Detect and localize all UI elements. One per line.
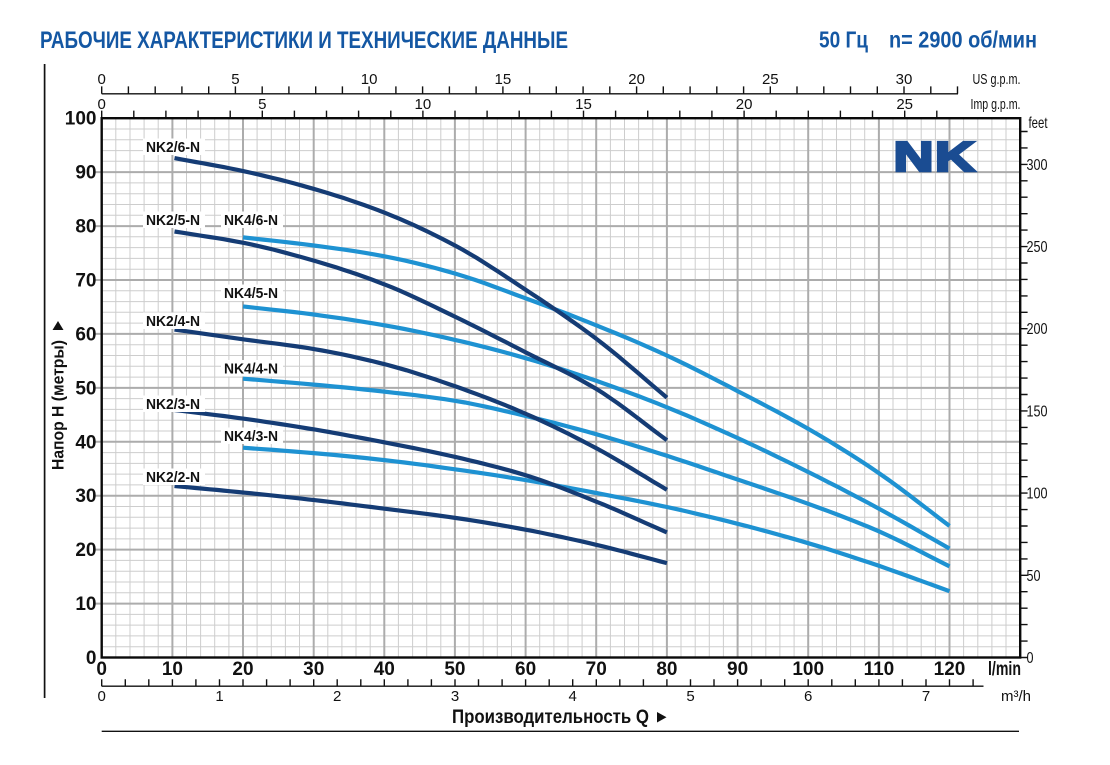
svg-text:0: 0 xyxy=(98,96,106,113)
svg-text:25: 25 xyxy=(762,71,779,88)
svg-text:70: 70 xyxy=(75,271,96,292)
svg-text:30: 30 xyxy=(896,71,913,88)
svg-text:0: 0 xyxy=(98,71,106,88)
svg-text:30: 30 xyxy=(75,486,96,507)
svg-text:0: 0 xyxy=(86,648,97,669)
svg-text:10: 10 xyxy=(415,96,432,113)
svg-text:25: 25 xyxy=(896,96,913,113)
svg-text:m³/h: m³/h xyxy=(1001,688,1031,705)
svg-text:15: 15 xyxy=(495,71,512,88)
svg-text:4: 4 xyxy=(569,688,577,705)
svg-text:5: 5 xyxy=(258,96,266,113)
svg-text:7: 7 xyxy=(922,688,930,705)
svg-text:100: 100 xyxy=(65,109,97,130)
svg-text:90: 90 xyxy=(75,163,96,184)
svg-text:50 Гц: 50 Гц xyxy=(819,27,868,53)
svg-text:10: 10 xyxy=(162,659,183,680)
svg-text:40: 40 xyxy=(75,432,96,453)
svg-text:3: 3 xyxy=(451,688,459,705)
svg-text:0: 0 xyxy=(1027,650,1034,667)
svg-text:6: 6 xyxy=(804,688,812,705)
svg-text:100: 100 xyxy=(792,659,824,680)
svg-text:20: 20 xyxy=(232,659,253,680)
svg-text:US g.p.m.: US g.p.m. xyxy=(973,71,1021,88)
svg-text:NK2/4-N: NK2/4-N xyxy=(146,313,200,330)
svg-text:2: 2 xyxy=(333,688,341,705)
svg-text:80: 80 xyxy=(656,659,677,680)
svg-text:5: 5 xyxy=(231,71,239,88)
svg-text:20: 20 xyxy=(628,71,645,88)
svg-text:NK4/3-N: NK4/3-N xyxy=(224,428,278,445)
svg-text:NK: NK xyxy=(894,133,977,180)
svg-text:150: 150 xyxy=(1027,403,1048,420)
svg-text:NK2/5-N: NK2/5-N xyxy=(146,212,200,229)
svg-text:10: 10 xyxy=(75,594,96,615)
svg-text:NK2/3-N: NK2/3-N xyxy=(146,396,200,413)
svg-text:120: 120 xyxy=(934,659,966,680)
svg-text:NK4/4-N: NK4/4-N xyxy=(224,361,278,378)
svg-text:20: 20 xyxy=(75,540,96,561)
svg-text:5: 5 xyxy=(686,688,694,705)
svg-text:1: 1 xyxy=(215,688,223,705)
svg-text:60: 60 xyxy=(75,324,96,345)
svg-text:250: 250 xyxy=(1027,239,1048,256)
svg-text:50: 50 xyxy=(1027,568,1041,585)
svg-text:l/min: l/min xyxy=(988,659,1021,680)
svg-text:NK4/5-N: NK4/5-N xyxy=(224,285,278,302)
svg-text:0: 0 xyxy=(96,659,107,680)
svg-text:Напор Н (метры): Напор Н (метры) xyxy=(49,340,68,470)
svg-text:80: 80 xyxy=(75,217,96,238)
svg-text:Imp g.p.m.: Imp g.p.m. xyxy=(971,96,1021,113)
svg-text:40: 40 xyxy=(374,659,395,680)
svg-text:NK2/6-N: NK2/6-N xyxy=(146,139,200,156)
svg-text:NK2/2-N: NK2/2-N xyxy=(146,469,200,486)
svg-text:50: 50 xyxy=(75,378,96,399)
svg-text:30: 30 xyxy=(303,659,324,680)
svg-text:100: 100 xyxy=(1027,486,1048,503)
svg-text:10: 10 xyxy=(361,71,378,88)
svg-text:70: 70 xyxy=(586,659,607,680)
svg-text:50: 50 xyxy=(444,659,465,680)
svg-text:n= 2900 об/мин: n= 2900 об/мин xyxy=(889,27,1037,53)
svg-text:60: 60 xyxy=(515,659,536,680)
svg-text:90: 90 xyxy=(727,659,748,680)
svg-text:15: 15 xyxy=(575,96,592,113)
svg-text:Производительность Q: Производительность Q xyxy=(452,707,649,728)
svg-text:110: 110 xyxy=(864,659,895,680)
svg-text:300: 300 xyxy=(1027,157,1048,174)
svg-text:NK4/6-N: NK4/6-N xyxy=(224,212,278,229)
svg-text:feet: feet xyxy=(1029,115,1048,132)
svg-text:0: 0 xyxy=(98,688,106,705)
svg-text:РАБОЧИЕ ХАРАКТЕРИСТИКИ И ТЕХНИ: РАБОЧИЕ ХАРАКТЕРИСТИКИ И ТЕХНИЧЕСКИЕ ДАН… xyxy=(40,27,568,54)
svg-text:200: 200 xyxy=(1027,321,1048,338)
svg-text:20: 20 xyxy=(736,96,753,113)
